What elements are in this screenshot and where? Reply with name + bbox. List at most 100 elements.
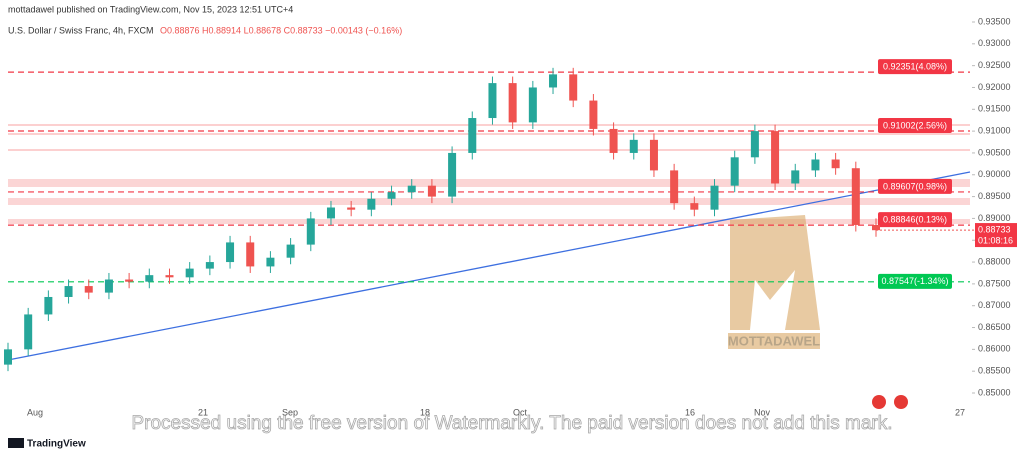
candle-body [326, 207, 335, 219]
y-tick-label: 0.89000 [978, 213, 1011, 223]
candle-body [266, 257, 275, 267]
candle-body [750, 131, 759, 158]
candle-body [670, 170, 679, 204]
candle-body [226, 242, 235, 263]
last-price-box [975, 223, 1017, 248]
candle-body [44, 296, 53, 315]
candle-body [104, 279, 113, 293]
candle-body [468, 118, 477, 153]
y-tick-label: 0.93000 [978, 38, 1011, 48]
level-label: 0.92351(4.08%) [883, 62, 947, 72]
x-tick-label: 21 [198, 407, 208, 417]
candle-body [286, 244, 295, 258]
candle-body [427, 185, 436, 197]
candle-body [246, 242, 255, 267]
candle-body [347, 207, 356, 210]
x-tick-label: Aug [27, 407, 43, 417]
candle-body [84, 286, 93, 293]
candle-body [528, 87, 537, 123]
y-tick-label: 0.91000 [978, 125, 1011, 135]
y-tick-label: 0.90000 [978, 169, 1011, 179]
candle-body [306, 218, 315, 245]
x-tick-label: 16 [685, 407, 695, 417]
level-label-box [878, 59, 952, 75]
level-label-box [878, 212, 952, 228]
candle-body [125, 279, 134, 282]
y-tick-label: 0.92500 [978, 60, 1011, 70]
candle-body [165, 275, 174, 278]
candle-body [609, 128, 618, 153]
zone-lines [8, 124, 970, 151]
trend-line [7, 171, 971, 361]
candle-body [872, 224, 880, 231]
flag-icon [872, 395, 886, 409]
zone [8, 219, 970, 224]
last-price: 0.88733 [978, 224, 1011, 234]
logo-shape [730, 215, 820, 330]
logo-bar [728, 333, 820, 349]
candle-body [4, 349, 12, 365]
y-tick-label: 0.87500 [978, 278, 1011, 288]
level-label: 0.91002(2.56%) [883, 120, 947, 130]
zone [8, 198, 970, 205]
y-tick-label: 0.92000 [978, 82, 1011, 92]
candle-body [145, 275, 154, 282]
candle-body [24, 314, 33, 350]
candle-body [387, 192, 396, 199]
tv-logo [8, 438, 24, 448]
candle-body [629, 139, 638, 153]
y-tick-label: 0.89500 [978, 191, 1011, 201]
y-tick-label: 0.93500 [978, 16, 1011, 26]
y-tick-label: 0.85500 [978, 366, 1011, 376]
candle-body [448, 152, 457, 197]
candle-body [811, 159, 820, 171]
candle-body [367, 198, 376, 210]
zones [8, 179, 970, 224]
level-label: 0.87547(-1.34%) [881, 276, 948, 286]
levels: 0.92351(4.08%) 0.91002(2.56%) 0.89607(0.98… [8, 59, 970, 289]
candle-body [649, 139, 658, 171]
candle-body [730, 157, 739, 186]
y-tick-label: 0.86500 [978, 322, 1011, 332]
watermark: Processed using the free version of Wate… [131, 413, 892, 434]
logo-text: MOTTADAWEL [728, 333, 820, 348]
candle-body [407, 185, 416, 193]
x-tick-label: Nov [754, 407, 771, 417]
level-label: 0.88846(0.13%) [883, 215, 947, 225]
level-label-box [878, 178, 952, 194]
ohlc: O0.88876 H0.88914 L0.88678 C0.88733 −0.0… [160, 25, 402, 35]
candle-body [205, 262, 214, 269]
x-tick-label: 27 [955, 407, 965, 417]
candle-body [488, 83, 497, 119]
candle-body [508, 83, 517, 123]
footer: TradingView [27, 439, 86, 450]
candle-body [851, 168, 860, 225]
logo: MOTTADAWEL [728, 215, 820, 349]
y-tick-label: 0.87000 [978, 300, 1011, 310]
candle-body [710, 185, 719, 210]
y-tick-label: 0.90500 [978, 147, 1011, 157]
x-tick-label: 18 [420, 407, 430, 417]
countdown: 01:08:16 [978, 235, 1013, 245]
y-tick-label: 0.88000 [978, 256, 1011, 266]
y-tick-label: 0.85000 [978, 387, 1011, 397]
candle-body [185, 268, 194, 278]
candle-body [791, 170, 800, 184]
level-label-box [878, 273, 952, 289]
candle-body [589, 100, 598, 129]
x-tick-label: Oct [513, 407, 528, 417]
candle-body [569, 74, 578, 101]
flag-icon [894, 395, 908, 409]
candle-body [831, 159, 840, 169]
candle-body [690, 203, 699, 210]
zone [8, 179, 970, 187]
candle-body [64, 286, 73, 297]
x-tick-label: Sep [282, 407, 298, 417]
published: mottadawel published on TradingView.com,… [8, 4, 293, 14]
symbol: U.S. Dollar / Swiss Franc, 4h, FXCM [8, 25, 154, 35]
level-label-box [878, 118, 952, 134]
y-tick-label: 0.91500 [978, 104, 1011, 114]
candle-body [771, 131, 780, 184]
